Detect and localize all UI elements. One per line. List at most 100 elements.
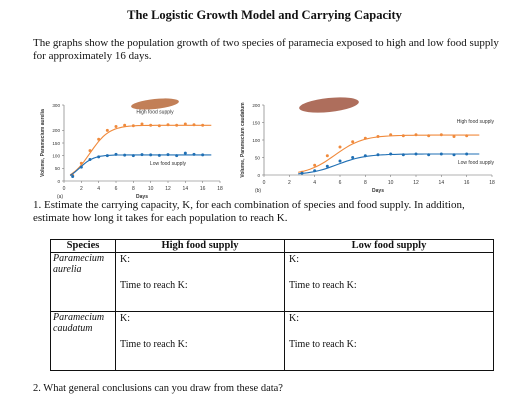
- table-row: Paramecium caudatum K: Time to reach K: …: [50, 311, 494, 371]
- y-tick-label: 200: [52, 128, 60, 133]
- time-label: Time to reach K:: [289, 280, 357, 291]
- data-point: [140, 153, 144, 157]
- panel-label: (a): [57, 194, 63, 200]
- data-point: [313, 163, 317, 167]
- y-tick-label: 100: [52, 153, 60, 158]
- data-point: [114, 125, 118, 129]
- x-tick-label: 10: [148, 186, 154, 192]
- y-tick-label: 0: [257, 173, 260, 178]
- data-point: [452, 153, 456, 157]
- x-tick-label: 8: [364, 180, 367, 186]
- y-tick-label: 50: [55, 166, 61, 171]
- data-point: [414, 152, 418, 156]
- page-title: The Logistic Growth Model and Carrying C…: [127, 8, 402, 22]
- data-point: [376, 153, 380, 157]
- y-tick-label: 0: [57, 179, 60, 184]
- data-point: [389, 152, 393, 156]
- data-point: [175, 154, 179, 158]
- data-point: [79, 165, 83, 169]
- header-low-food: Low food supply: [284, 239, 494, 253]
- data-point: [183, 151, 187, 155]
- data-point: [363, 154, 367, 158]
- chart-b: 0 2 4 6 8 10 12 14 16 18 0 50 100 150 200 Days (b) Volume…: [226, 95, 509, 200]
- data-point: [465, 134, 469, 138]
- y-axis-label: Volume, Paramecium aurelia: [40, 109, 46, 177]
- time-label: Time to reach K:: [289, 339, 357, 350]
- x-tick-label: 6: [339, 180, 342, 186]
- k-label: K:: [289, 313, 299, 324]
- series-line: [298, 153, 480, 175]
- data-point: [105, 128, 109, 132]
- y-tick-label: 50: [255, 155, 261, 160]
- data-point: [338, 145, 342, 149]
- intro-paragraph: The graphs show the population growth of…: [33, 37, 499, 62]
- data-point: [192, 123, 196, 127]
- x-tick-label: 12: [413, 180, 419, 186]
- question-2: 2. What general conclusions can you draw…: [33, 383, 283, 394]
- panel-label: (b): [255, 188, 261, 194]
- data-point: [123, 123, 127, 127]
- x-tick-label: 4: [313, 180, 316, 186]
- data-point: [439, 152, 443, 156]
- data-point: [149, 153, 153, 157]
- data-point: [439, 133, 443, 137]
- x-tick-label: 16: [200, 186, 206, 192]
- low-food-answer-cell[interactable]: K: Time to reach K:: [284, 311, 494, 371]
- data-point: [452, 135, 456, 138]
- x-tick-label: 12: [165, 186, 171, 192]
- y-tick-label: 300: [52, 103, 60, 108]
- table-row: Paramecium aurelia K: Time to reach K: K…: [50, 252, 494, 312]
- data-point: [300, 171, 304, 175]
- x-axis-label: Days: [136, 194, 148, 200]
- y-tick-label: 100: [252, 138, 260, 143]
- data-point: [376, 135, 380, 138]
- series-line: [69, 154, 212, 176]
- header-high-food: High food supply: [115, 239, 285, 253]
- species-cell: Paramecium aurelia: [50, 252, 116, 312]
- series-label: High food supply: [136, 109, 174, 115]
- x-axis-label: Days: [372, 188, 384, 194]
- data-point: [351, 156, 355, 159]
- low-food-answer-cell[interactable]: K: Time to reach K:: [284, 252, 494, 312]
- data-point: [192, 152, 196, 156]
- data-point: [79, 161, 83, 165]
- k-label: K:: [289, 254, 299, 265]
- x-tick-label: 0: [63, 186, 66, 192]
- series-label: Low food supply: [458, 160, 495, 166]
- x-tick-label: 2: [80, 186, 83, 192]
- series-label: Low food supply: [150, 161, 187, 167]
- data-point: [414, 133, 418, 137]
- data-point: [313, 169, 317, 173]
- x-tick-label: 14: [439, 180, 445, 186]
- data-point: [175, 123, 179, 127]
- data-point: [401, 134, 405, 138]
- y-tick-label: 200: [252, 103, 260, 108]
- data-point: [88, 157, 92, 161]
- data-point: [149, 123, 153, 127]
- table-header-row: Species High food supply Low food supply: [50, 239, 494, 253]
- x-tick-label: 0: [263, 180, 266, 186]
- x-tick-label: 4: [97, 186, 100, 192]
- paramecium-illustration: [131, 98, 179, 110]
- chart-b-svg: 0 2 4 6 8 10 12 14 16 18 0 50 100 150 200 Days (b) Volume…: [240, 97, 495, 194]
- high-food-answer-cell[interactable]: K: Time to reach K:: [115, 311, 285, 371]
- chart-a-svg: 0 2 4 6 8 10 12 14 16 18 0 50 100 150 200 300 Days (a) Vol…: [40, 98, 223, 200]
- data-point: [389, 133, 393, 137]
- data-point: [88, 149, 92, 153]
- header-species: Species: [50, 239, 116, 253]
- data-point: [325, 154, 329, 158]
- data-point: [465, 152, 469, 156]
- k-label: K:: [120, 254, 130, 265]
- data-point: [427, 134, 431, 138]
- data-point: [97, 137, 101, 141]
- series-line: [69, 124, 212, 176]
- data-point: [338, 159, 342, 163]
- data-point: [71, 174, 75, 178]
- data-point: [157, 124, 161, 128]
- data-point: [201, 153, 205, 157]
- data-point: [363, 136, 367, 140]
- k-label: K:: [120, 313, 130, 324]
- x-tick-label: 10: [388, 180, 394, 186]
- high-food-answer-cell[interactable]: K: Time to reach K:: [115, 252, 285, 312]
- chart-a: 0 2 4 6 8 10 12 14 16 18 0 50 100 150 200 300 Days (a) Vol…: [30, 95, 230, 200]
